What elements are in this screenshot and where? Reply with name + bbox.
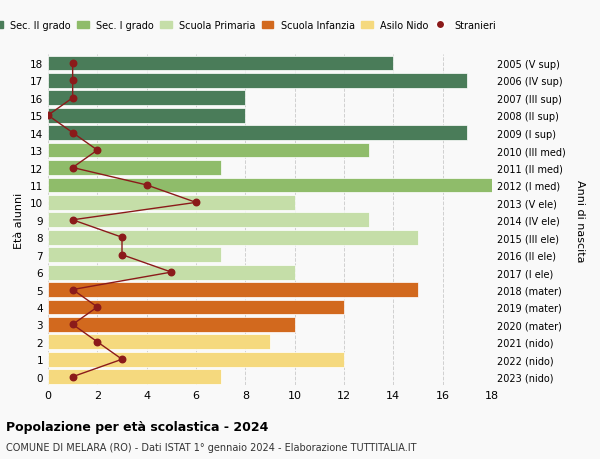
Point xyxy=(142,182,151,189)
Point xyxy=(68,164,77,172)
Y-axis label: Età alunni: Età alunni xyxy=(14,192,25,248)
Point xyxy=(68,373,77,381)
Bar xyxy=(48,161,221,175)
Y-axis label: Anni di nascita: Anni di nascita xyxy=(575,179,585,262)
Point xyxy=(68,217,77,224)
Point xyxy=(68,286,77,294)
Point xyxy=(92,147,102,154)
Point xyxy=(68,60,77,67)
Point xyxy=(117,234,127,241)
Point xyxy=(68,78,77,85)
Bar xyxy=(48,109,245,123)
Bar xyxy=(48,248,221,263)
Text: COMUNE DI MELARA (RO) - Dati ISTAT 1° gennaio 2024 - Elaborazione TUTTITALIA.IT: COMUNE DI MELARA (RO) - Dati ISTAT 1° ge… xyxy=(6,442,416,452)
Point xyxy=(68,130,77,137)
Bar xyxy=(48,230,418,245)
Bar xyxy=(48,196,295,210)
Bar xyxy=(48,335,270,349)
Point xyxy=(92,303,102,311)
Point xyxy=(43,112,53,120)
Point xyxy=(117,252,127,259)
Bar xyxy=(48,213,368,228)
Bar xyxy=(48,300,344,315)
Point xyxy=(117,356,127,363)
Point xyxy=(167,269,176,276)
Point xyxy=(191,199,201,207)
Bar xyxy=(48,56,394,71)
Bar xyxy=(48,369,221,384)
Bar xyxy=(48,265,295,280)
Point xyxy=(68,95,77,102)
Point xyxy=(92,338,102,346)
Bar xyxy=(48,178,492,193)
Legend: Sec. II grado, Sec. I grado, Scuola Primaria, Scuola Infanzia, Asilo Nido, Stran: Sec. II grado, Sec. I grado, Scuola Prim… xyxy=(0,17,500,35)
Bar xyxy=(48,74,467,89)
Bar xyxy=(48,126,467,141)
Text: Popolazione per età scolastica - 2024: Popolazione per età scolastica - 2024 xyxy=(6,420,268,433)
Bar xyxy=(48,282,418,297)
Bar xyxy=(48,91,245,106)
Bar xyxy=(48,352,344,367)
Bar xyxy=(48,317,295,332)
Bar xyxy=(48,143,368,158)
Point xyxy=(68,321,77,328)
